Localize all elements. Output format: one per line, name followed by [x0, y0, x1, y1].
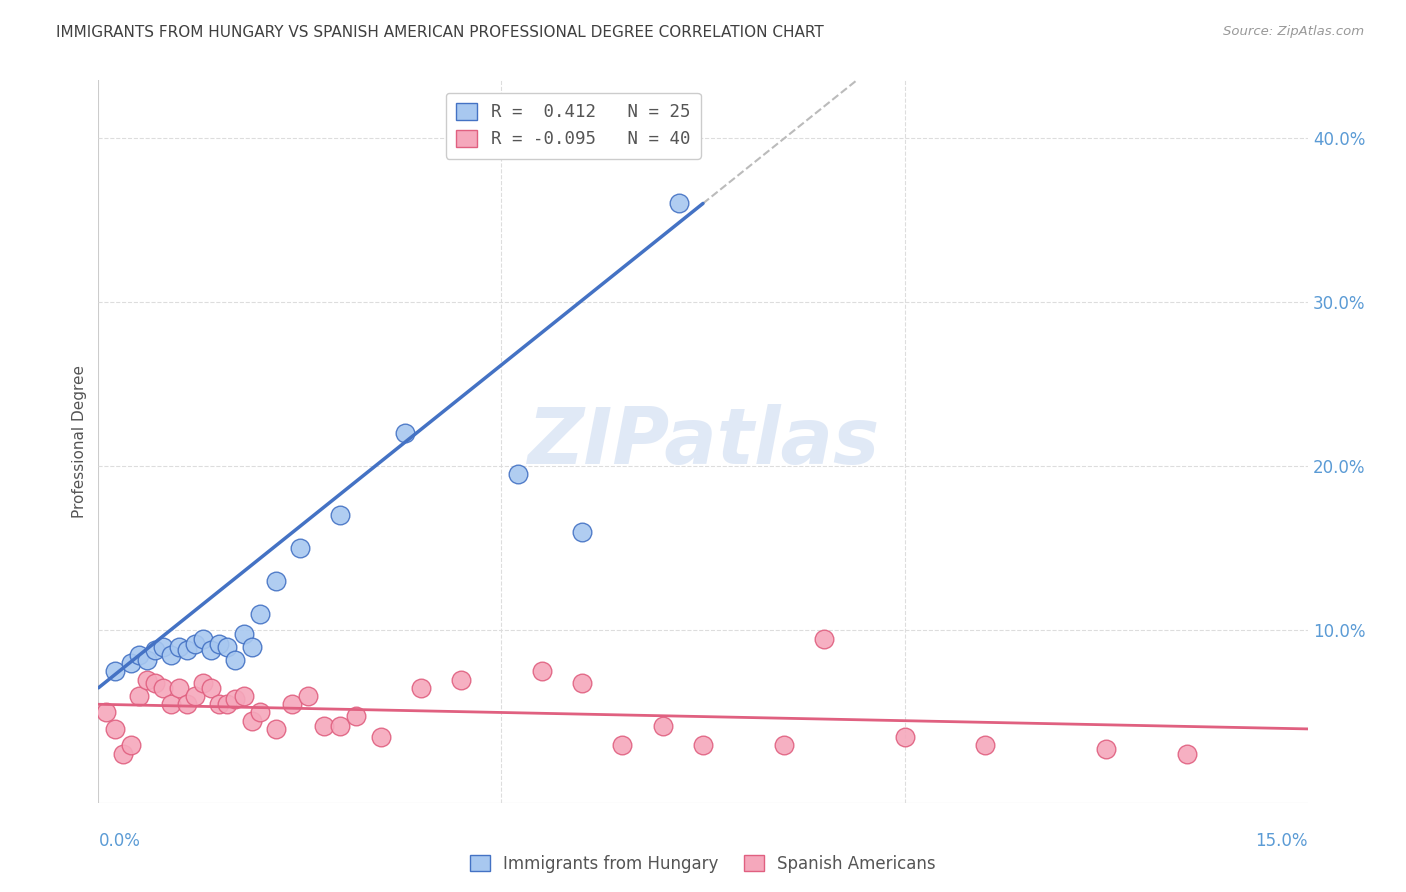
Point	[128, 689, 150, 703]
Point	[450, 673, 472, 687]
Point	[135, 673, 157, 687]
Point	[329, 718, 352, 732]
Point	[103, 722, 125, 736]
Point	[394, 426, 416, 441]
Point	[167, 681, 190, 695]
Point	[111, 747, 134, 761]
Point	[143, 676, 166, 690]
Point	[224, 653, 246, 667]
Point	[240, 640, 263, 654]
Point	[288, 541, 311, 556]
Point	[160, 698, 183, 712]
Legend: R =  0.412   N = 25, R = -0.095   N = 40: R = 0.412 N = 25, R = -0.095 N = 40	[446, 93, 700, 159]
Point	[200, 643, 222, 657]
Point	[530, 665, 553, 679]
Point	[974, 739, 997, 753]
Point	[160, 648, 183, 662]
Point	[232, 626, 254, 640]
Point	[176, 643, 198, 657]
Point	[193, 676, 215, 690]
Point	[571, 676, 593, 690]
Point	[506, 467, 529, 482]
Point	[1175, 747, 1198, 761]
Point	[409, 681, 432, 695]
Y-axis label: Professional Degree: Professional Degree	[72, 365, 87, 518]
Point	[813, 632, 835, 646]
Point	[668, 196, 690, 211]
Point	[281, 698, 304, 712]
Point	[314, 718, 336, 732]
Point	[120, 657, 142, 671]
Point	[184, 689, 207, 703]
Point	[772, 739, 794, 753]
Text: 0.0%: 0.0%	[98, 832, 141, 850]
Point	[200, 681, 222, 695]
Point	[329, 508, 352, 523]
Point	[217, 640, 239, 654]
Point	[184, 636, 207, 650]
Point	[893, 730, 915, 744]
Point	[135, 653, 157, 667]
Point	[152, 640, 174, 654]
Point	[224, 692, 246, 706]
Point	[240, 714, 263, 728]
Point	[96, 706, 118, 720]
Point	[651, 718, 673, 732]
Legend: Immigrants from Hungary, Spanish Americans: Immigrants from Hungary, Spanish America…	[464, 848, 942, 880]
Point	[1095, 741, 1118, 756]
Point	[103, 665, 125, 679]
Point	[120, 739, 142, 753]
Point	[612, 739, 634, 753]
Point	[571, 524, 593, 539]
Point	[232, 689, 254, 703]
Point	[167, 640, 190, 654]
Point	[193, 632, 215, 646]
Point	[143, 643, 166, 657]
Point	[264, 574, 287, 588]
Point	[297, 689, 319, 703]
Point	[152, 681, 174, 695]
Point	[208, 636, 231, 650]
Text: 15.0%: 15.0%	[1256, 832, 1308, 850]
Point	[692, 739, 714, 753]
Text: IMMIGRANTS FROM HUNGARY VS SPANISH AMERICAN PROFESSIONAL DEGREE CORRELATION CHAR: IMMIGRANTS FROM HUNGARY VS SPANISH AMERI…	[56, 25, 824, 40]
Point	[344, 708, 367, 723]
Point	[128, 648, 150, 662]
Point	[370, 730, 392, 744]
Point	[264, 722, 287, 736]
Text: ZIPatlas: ZIPatlas	[527, 403, 879, 480]
Point	[176, 698, 198, 712]
Point	[208, 698, 231, 712]
Text: Source: ZipAtlas.com: Source: ZipAtlas.com	[1223, 25, 1364, 38]
Point	[249, 706, 271, 720]
Point	[217, 698, 239, 712]
Point	[249, 607, 271, 621]
